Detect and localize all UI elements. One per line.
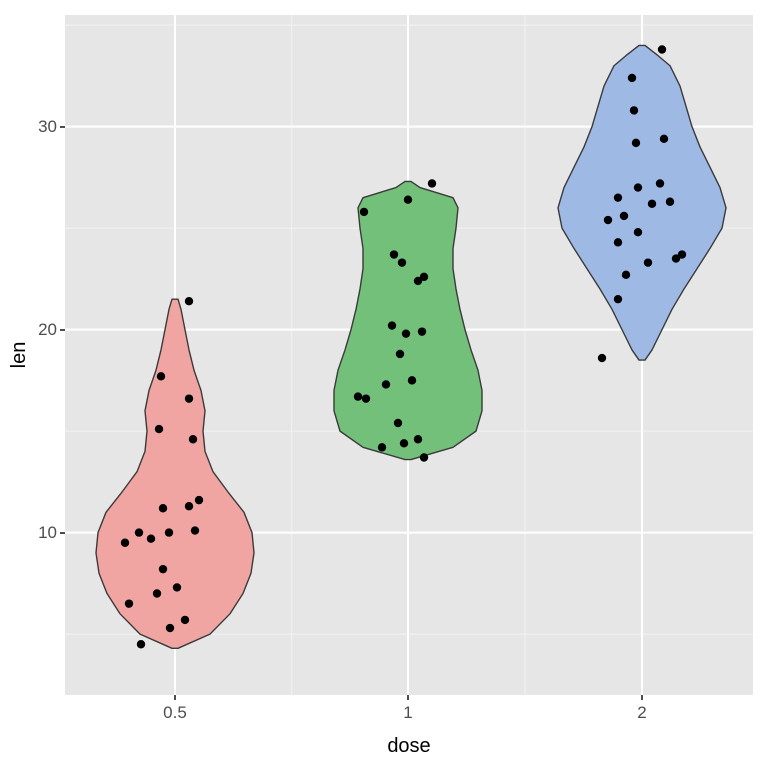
data-point: [378, 443, 386, 451]
data-point: [402, 329, 410, 337]
data-point: [185, 502, 193, 510]
data-point: [648, 200, 656, 208]
data-point: [666, 198, 674, 206]
data-point: [166, 624, 174, 632]
data-point: [354, 392, 362, 400]
data-point: [660, 135, 668, 143]
plot-svg: [65, 15, 753, 695]
violin-0.5: [96, 299, 254, 648]
y-tick-mark: [60, 329, 65, 331]
y-tick-label: 30: [38, 117, 57, 137]
data-point: [165, 528, 173, 536]
x-tick-label: 1: [403, 703, 412, 723]
x-tick-mark: [174, 695, 176, 700]
y-tick-label: 20: [38, 320, 57, 340]
data-point: [360, 208, 368, 216]
data-point: [428, 179, 436, 187]
plot-panel: [65, 15, 753, 695]
x-tick-label: 0.5: [163, 703, 187, 723]
data-point: [622, 271, 630, 279]
x-tick-label: 2: [637, 703, 646, 723]
data-point: [185, 297, 193, 305]
data-point: [400, 439, 408, 447]
violin-chart: len dose 10 20 30 0.5 1 2: [0, 0, 768, 768]
data-point: [658, 45, 666, 53]
x-tick-mark: [641, 695, 643, 700]
data-point: [598, 354, 606, 362]
data-point: [408, 376, 416, 384]
data-point: [181, 616, 189, 624]
data-point: [195, 496, 203, 504]
data-point: [396, 350, 404, 358]
data-point: [404, 196, 412, 204]
data-point: [630, 106, 638, 114]
data-point: [191, 526, 199, 534]
data-point: [394, 419, 402, 427]
data-point: [189, 435, 197, 443]
data-point: [388, 321, 396, 329]
data-point: [362, 394, 370, 402]
data-point: [382, 380, 390, 388]
data-point: [634, 228, 642, 236]
x-axis-label: dose: [387, 735, 430, 758]
y-tick-mark: [60, 532, 65, 534]
data-point: [620, 212, 628, 220]
data-point: [390, 250, 398, 258]
y-tick-mark: [60, 126, 65, 128]
data-point: [634, 183, 642, 191]
data-point: [604, 216, 612, 224]
data-point: [159, 565, 167, 573]
data-point: [614, 295, 622, 303]
data-point: [157, 372, 165, 380]
data-point: [420, 453, 428, 461]
data-point: [414, 435, 422, 443]
data-point: [135, 528, 143, 536]
data-point: [185, 394, 193, 402]
data-point: [644, 258, 652, 266]
violin-2: [558, 45, 726, 360]
data-point: [628, 74, 636, 82]
data-point: [614, 193, 622, 201]
data-point: [137, 640, 145, 648]
data-point: [159, 504, 167, 512]
y-axis-label: len: [8, 342, 31, 369]
x-tick-mark: [407, 695, 409, 700]
violin-1: [334, 181, 482, 459]
data-point: [173, 583, 181, 591]
data-point: [614, 238, 622, 246]
data-point: [153, 589, 161, 597]
data-point: [632, 139, 640, 147]
data-point: [125, 599, 133, 607]
data-point: [155, 425, 163, 433]
data-point: [121, 539, 129, 547]
data-point: [420, 273, 428, 281]
data-point: [398, 258, 406, 266]
data-point: [147, 535, 155, 543]
data-point: [656, 179, 664, 187]
data-point: [678, 250, 686, 258]
y-tick-label: 10: [38, 523, 57, 543]
data-point: [418, 327, 426, 335]
